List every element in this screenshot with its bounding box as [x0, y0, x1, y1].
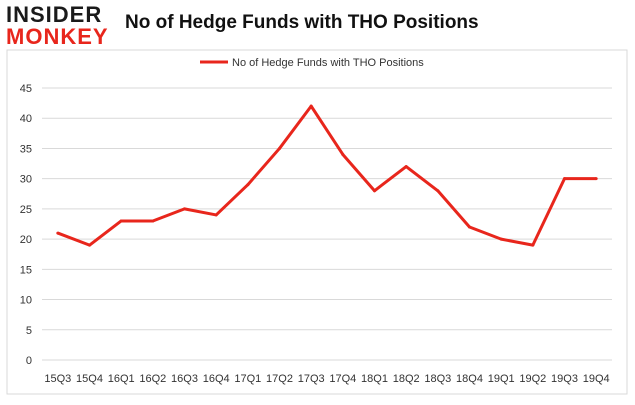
- x-tick-label: 17Q3: [298, 373, 325, 385]
- x-tick-label: 19Q4: [583, 373, 610, 385]
- legend-label: No of Hedge Funds with THO Positions: [232, 57, 424, 69]
- data-point: [88, 243, 91, 247]
- data-point: [404, 165, 408, 169]
- x-tick-label: 18Q4: [456, 373, 483, 385]
- data-point: [278, 146, 281, 150]
- x-tick-label: 16Q1: [108, 373, 135, 385]
- y-tick-label: 0: [26, 355, 32, 367]
- data-point: [563, 177, 566, 181]
- data-point: [594, 177, 598, 181]
- y-tick-label: 10: [20, 295, 32, 307]
- data-point: [468, 225, 471, 229]
- data-point: [341, 152, 345, 156]
- x-tick-label: 18Q3: [424, 373, 451, 385]
- y-tick-label: 20: [20, 234, 32, 246]
- chart-title: No of Hedge Funds with THO Positions: [125, 12, 479, 33]
- data-point: [56, 231, 60, 235]
- data-point: [119, 219, 123, 223]
- x-tick-label: 19Q3: [551, 373, 578, 385]
- data-point: [436, 189, 440, 193]
- logo-text-monkey: MONKEY: [6, 24, 109, 49]
- data-point: [373, 189, 376, 193]
- data-point: [246, 183, 250, 187]
- y-tick-label: 45: [20, 83, 32, 95]
- x-tick-label: 18Q2: [393, 373, 420, 385]
- data-point: [531, 243, 535, 247]
- y-tick-label: 25: [20, 204, 32, 216]
- data-point: [499, 237, 503, 241]
- y-tick-label: 35: [20, 143, 32, 155]
- x-tick-label: 19Q1: [488, 373, 515, 385]
- x-tick-label: 16Q3: [171, 373, 198, 385]
- x-tick-label: 16Q4: [203, 373, 230, 385]
- insider-monkey-logo: INSIDER MONKEY: [6, 4, 116, 52]
- x-tick-label: 16Q2: [139, 373, 166, 385]
- x-tick-label: 19Q2: [519, 373, 546, 385]
- x-tick-label: 17Q2: [266, 373, 293, 385]
- x-tick-label: 18Q1: [361, 373, 388, 385]
- data-point: [183, 207, 186, 211]
- y-tick-label: 40: [20, 113, 32, 125]
- data-point: [151, 219, 155, 223]
- x-tick-label: 15Q4: [76, 373, 103, 385]
- data-point: [214, 213, 218, 217]
- series-line: [57, 104, 597, 247]
- x-tick-label: 17Q1: [234, 373, 261, 385]
- y-tick-label: 15: [20, 264, 32, 276]
- y-tick-label: 5: [26, 325, 32, 337]
- x-tick-label: 15Q3: [44, 373, 71, 385]
- logo-text-insider: INSIDER: [6, 2, 103, 27]
- data-point: [309, 104, 313, 108]
- plot-border: [6, 49, 628, 395]
- y-tick-label: 30: [20, 174, 32, 186]
- x-tick-label: 17Q4: [329, 373, 356, 385]
